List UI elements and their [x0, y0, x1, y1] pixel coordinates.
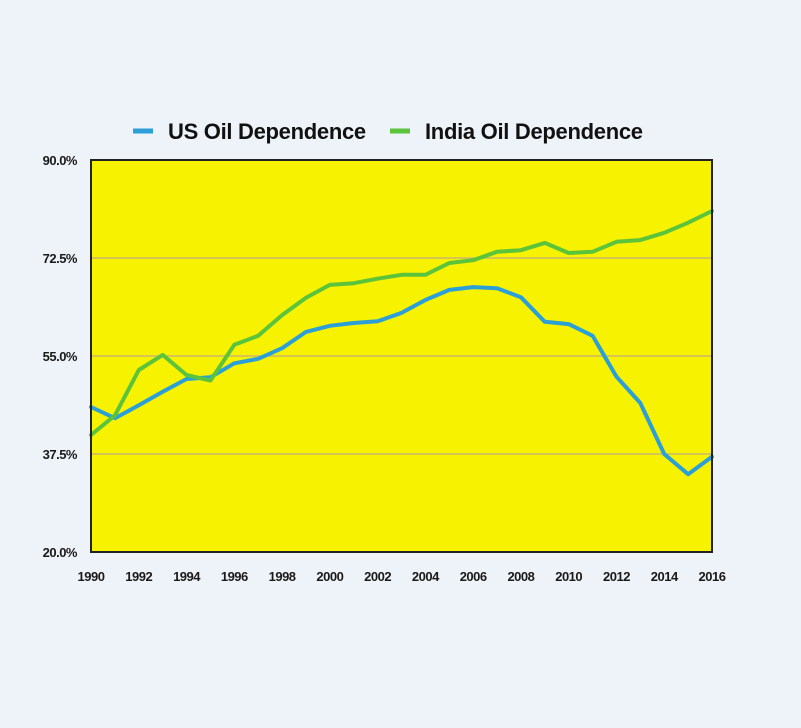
x-tick-label: 1998 — [269, 569, 296, 584]
x-tick-label: 2004 — [412, 569, 440, 584]
plot-border — [90, 159, 713, 553]
x-tick-label: 2000 — [316, 569, 343, 584]
x-tick-label: 2010 — [555, 569, 582, 584]
x-axis-ticks: 1990 1992 1994 1996 1998 2000 2002 2004 2006 2008… — [78, 569, 727, 584]
x-tick-label: 2012 — [603, 569, 630, 584]
series-lines — [89, 209, 714, 477]
x-tick-label: 2014 — [651, 569, 679, 584]
x-tick-label: 1992 — [125, 569, 152, 584]
gridlines — [91, 257, 712, 455]
x-tick-label: 2006 — [460, 569, 487, 584]
x-tick-label: 2002 — [364, 569, 391, 584]
x-tick-label: 1994 — [173, 569, 201, 584]
y-tick-label: 90.0% — [43, 153, 78, 168]
y-tick-label: 20.0% — [43, 545, 78, 560]
x-tick-label: 1996 — [221, 569, 248, 584]
x-tick-label: 1990 — [78, 569, 105, 584]
y-axis-ticks: 20.0% 37.5% 55.0% 72.5% 90.0% — [43, 153, 79, 560]
legend-label-india: India Oil Dependence — [425, 119, 643, 144]
x-tick-label: 2008 — [507, 569, 534, 584]
legend: US Oil Dependence India Oil Dependence — [133, 119, 643, 144]
legend-label-us: US Oil Dependence — [168, 119, 366, 144]
x-tick-label: 2016 — [699, 569, 726, 584]
y-tick-label: 72.5% — [43, 251, 78, 266]
y-tick-label: 55.0% — [43, 349, 78, 364]
y-tick-label: 37.5% — [43, 447, 78, 462]
